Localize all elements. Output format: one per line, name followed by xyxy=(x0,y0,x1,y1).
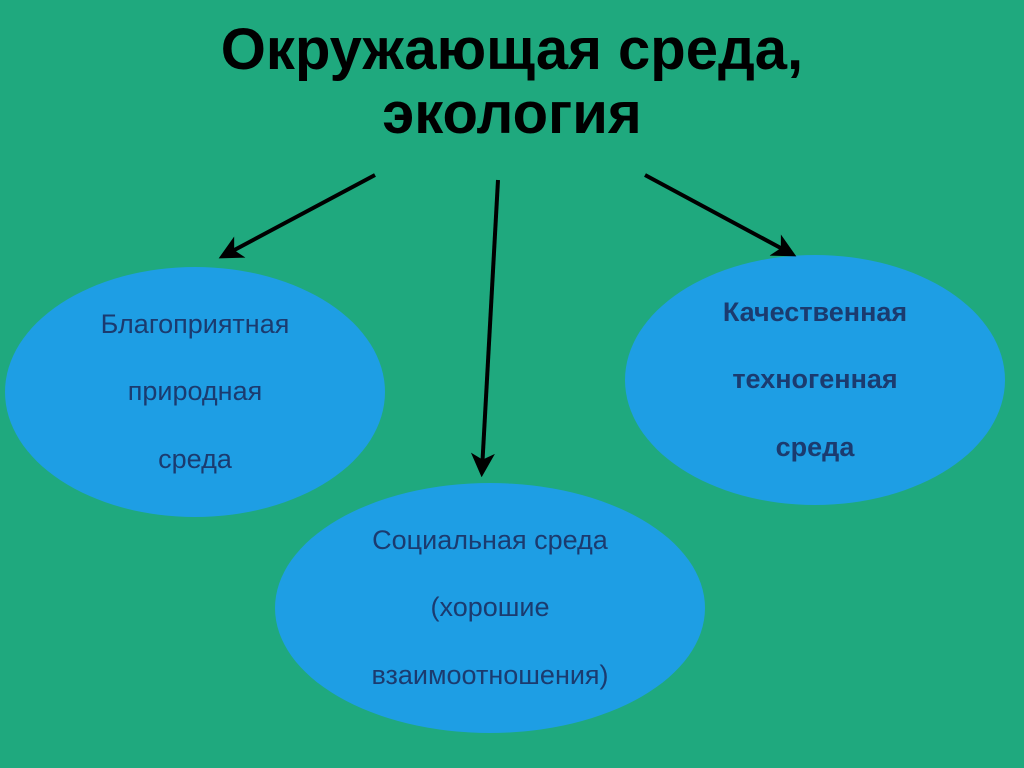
bubble-social-environment: Социальная среда (хорошие взаимоотношени… xyxy=(275,483,705,733)
arrow xyxy=(645,175,790,253)
bubble-right-line3: среда xyxy=(723,431,907,465)
bubble-left-line2: природная xyxy=(101,375,290,409)
arrow xyxy=(482,180,498,470)
bubble-bottom-line3: взаимоотношения) xyxy=(371,659,608,693)
title-line-1: Окружающая среда, xyxy=(221,17,803,82)
title-line-2: экология xyxy=(382,81,641,146)
bubble-right-line2: техногенная xyxy=(723,363,907,397)
diagram-title: Окружающая среда, экология xyxy=(0,18,1024,146)
bubble-technogenic-environment: Качественная техногенная среда xyxy=(625,255,1005,505)
bubble-left-line3: среда xyxy=(101,443,290,477)
bubble-bottom-line1: Социальная среда xyxy=(371,524,608,558)
diagram-canvas: Окружающая среда, экология Благоприятная… xyxy=(0,0,1024,768)
bubble-bottom-line2: (хорошие xyxy=(371,591,608,625)
bubble-right-line1: Качественная xyxy=(723,296,907,330)
bubble-natural-environment: Благоприятная природная среда xyxy=(5,267,385,517)
arrow xyxy=(225,175,375,255)
bubble-left-line1: Благоприятная xyxy=(101,308,290,342)
